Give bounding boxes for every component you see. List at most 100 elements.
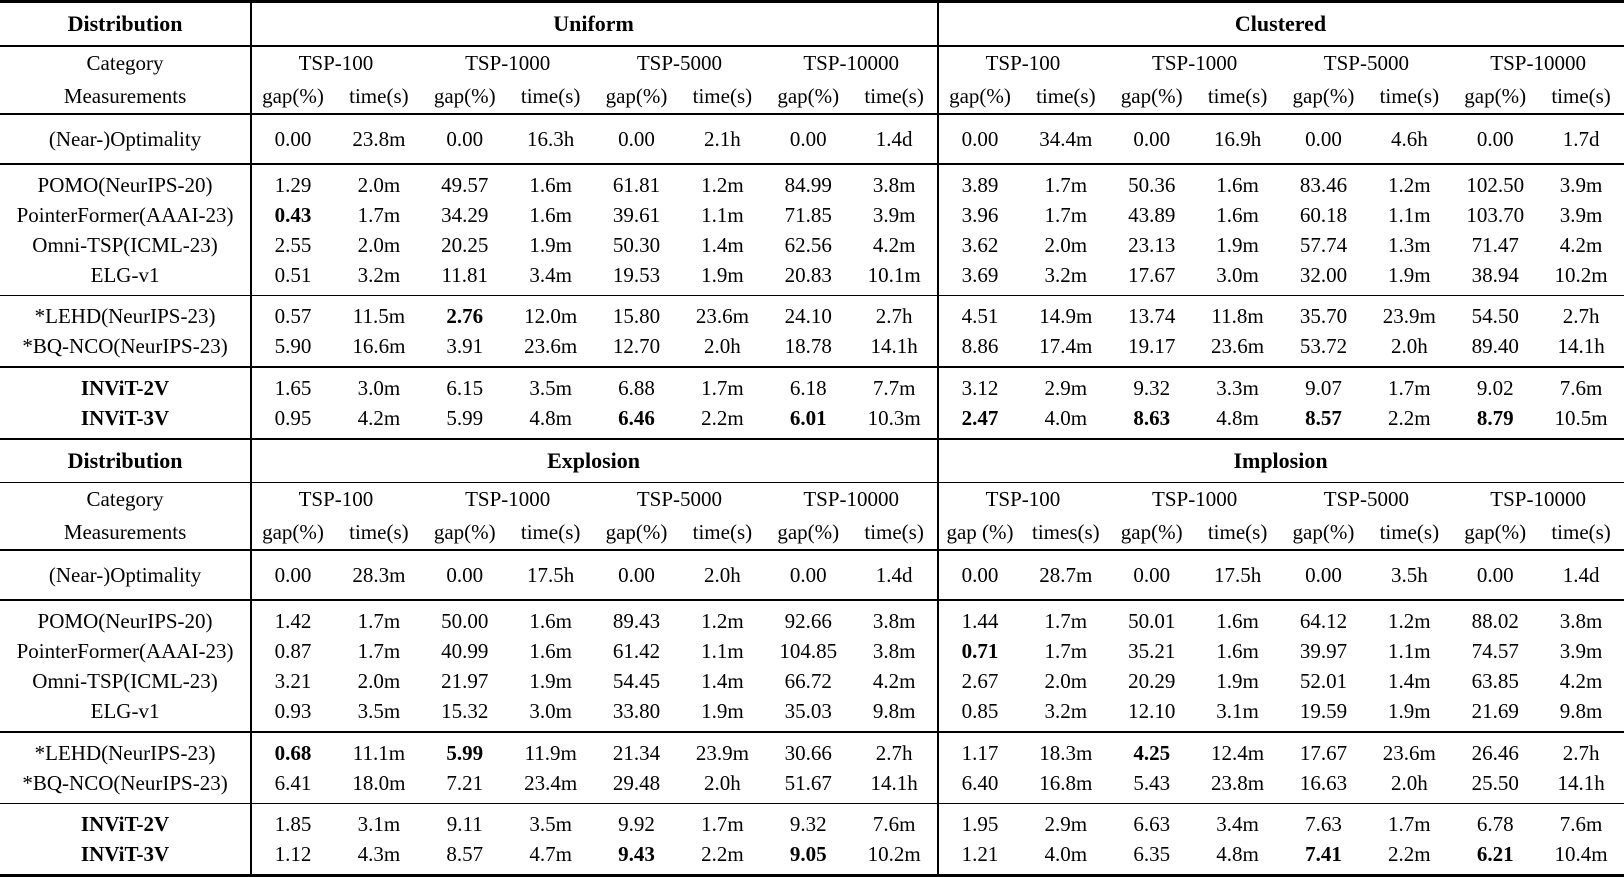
value-cell: 9.11 bbox=[446, 812, 483, 836]
method-label: *BQ-NCO(NeurIPS-23) bbox=[22, 334, 228, 358]
measurement-subheader: time(s) bbox=[520, 83, 581, 108]
optimality-value: 0.00 bbox=[446, 126, 484, 151]
problem-size-header: TSP-10000 bbox=[803, 487, 900, 511]
value-cell: 2.0m bbox=[357, 669, 401, 693]
optimality-value: 0.00 bbox=[1305, 126, 1342, 151]
value-cell: 4.2m bbox=[872, 669, 916, 693]
table-rule bbox=[0, 731, 1624, 733]
value-cell: 3.8m bbox=[872, 639, 916, 663]
value-cell: 5.90 bbox=[274, 334, 312, 358]
value-cell: 9.07 bbox=[1305, 375, 1342, 400]
measurement-subheader: gap(%) bbox=[1292, 520, 1355, 544]
value-cell: 5.43 bbox=[1133, 770, 1171, 795]
optimality-value: 1.4d bbox=[875, 563, 913, 587]
value-cell: 2.0h bbox=[703, 770, 741, 795]
optimality-value: 1.4d bbox=[875, 126, 913, 151]
measurements-header-row: Category Measurements TSP-100 TSP-1000 TSP-5… bbox=[0, 483, 1624, 549]
value-cell: 1.7m bbox=[1388, 375, 1431, 400]
value-cell: 3.62 bbox=[961, 232, 999, 257]
optimality-value: 0.00 bbox=[961, 563, 999, 587]
method-row: INViT-2V 1.85 3.1m 9.11 3.5m 9.92 1.7m 9.32 7.6m… bbox=[0, 809, 1624, 839]
table-rule bbox=[0, 549, 1624, 551]
value-cell: 23.8m bbox=[1211, 770, 1265, 795]
method-row: INViT-3V 0.95 4.2m 5.99 4.8m 6.46 2.2m 6.01 10.3… bbox=[0, 403, 1624, 433]
measurement-subheader: gap(%) bbox=[1464, 83, 1527, 108]
value-cell: 16.6m bbox=[352, 334, 406, 358]
method-row: POMO(NeurIPS-20) 1.29 2.0m 49.57 1.6m 61.81 1.… bbox=[0, 170, 1624, 200]
value-cell: 23.6m bbox=[524, 334, 578, 358]
value-cell: 1.6m bbox=[1216, 172, 1259, 197]
method-label: INViT-3V bbox=[80, 405, 170, 430]
value-cell: 1.6m bbox=[1216, 639, 1259, 663]
problem-size-header: TSP-1000 bbox=[1152, 50, 1238, 75]
value-cell: 54.50 bbox=[1471, 304, 1519, 328]
problem-size-header: TSP-5000 bbox=[636, 50, 723, 75]
value-cell: 21.69 bbox=[1471, 699, 1519, 723]
value-cell: 1.1m bbox=[1388, 202, 1431, 227]
value-cell: 8.57 bbox=[1305, 405, 1342, 430]
optimality-value: 16.9h bbox=[1213, 126, 1262, 151]
optimality-value: 1.7d bbox=[1562, 126, 1600, 151]
optimality-value: 0.00 bbox=[274, 126, 312, 151]
value-cell: 0.87 bbox=[274, 639, 312, 663]
value-cell: 1.7m bbox=[701, 812, 744, 836]
value-cell: 40.99 bbox=[441, 639, 489, 663]
optimality-value: 0.00 bbox=[789, 563, 827, 587]
optimality-value: 4.6h bbox=[1390, 126, 1428, 151]
value-cell: 9.02 bbox=[1476, 375, 1514, 400]
value-cell: 1.2m bbox=[1388, 609, 1431, 633]
method-row: *BQ-NCO(NeurIPS-23) 5.90 16.6m 3.91 23.6m 12.… bbox=[0, 331, 1624, 361]
value-cell: 23.13 bbox=[1128, 232, 1176, 257]
table-rule bbox=[0, 874, 1624, 877]
value-cell: 3.2m bbox=[1044, 262, 1088, 287]
value-cell: 1.7m bbox=[357, 639, 401, 663]
value-cell: 3.4m bbox=[529, 262, 572, 287]
value-cell: 2.0m bbox=[357, 232, 401, 257]
optimality-label: (Near-)Optimality bbox=[48, 126, 202, 151]
value-cell: 1.4m bbox=[701, 232, 744, 257]
measurement-subheader: gap(%) bbox=[1120, 83, 1183, 108]
value-cell: 1.44 bbox=[961, 609, 999, 633]
value-cell: 0.68 bbox=[274, 740, 312, 765]
optimality-value: 0.00 bbox=[1133, 126, 1171, 151]
value-cell: 3.12 bbox=[961, 375, 999, 400]
value-cell: 1.4m bbox=[1388, 669, 1431, 693]
method-row: ELG-v1 0.51 3.2m 11.81 3.4m 19.53 1.9m 20.83 10.… bbox=[0, 260, 1624, 290]
value-cell: 6.40 bbox=[961, 770, 999, 795]
value-cell: 18.0m bbox=[352, 770, 406, 795]
value-cell: 20.29 bbox=[1128, 669, 1176, 693]
value-cell: 19.17 bbox=[1128, 334, 1176, 358]
value-cell: 14.1h bbox=[1557, 334, 1605, 358]
value-cell: 4.0m bbox=[1044, 405, 1088, 430]
measurement-subheader: time(s) bbox=[864, 83, 924, 108]
value-cell: 9.05 bbox=[789, 842, 827, 866]
value-cell: 3.3m bbox=[1216, 375, 1259, 400]
value-cell: 51.67 bbox=[784, 770, 832, 795]
optimality-label: (Near-)Optimality bbox=[48, 563, 202, 587]
value-cell: 8.57 bbox=[446, 842, 484, 866]
measurement-subheader: time(s) bbox=[349, 83, 409, 108]
value-cell: 23.6m bbox=[695, 304, 749, 328]
measurement-subheader: time(s) bbox=[1207, 83, 1268, 108]
value-cell: 13.74 bbox=[1128, 304, 1176, 328]
value-cell: 92.66 bbox=[784, 609, 832, 633]
value-cell: 1.6m bbox=[529, 639, 572, 663]
distribution-section-title: Uniform bbox=[553, 11, 634, 36]
optimality-value: 0.00 bbox=[1305, 563, 1342, 587]
problem-size-header: TSP-1000 bbox=[465, 50, 551, 75]
value-cell: 3.9m bbox=[872, 202, 916, 227]
value-cell: 3.9m bbox=[1559, 172, 1603, 197]
value-cell: 10.3m bbox=[867, 405, 921, 430]
value-cell: 0.93 bbox=[274, 699, 312, 723]
table-rule bbox=[0, 481, 1624, 483]
value-cell: 2.9m bbox=[1044, 812, 1088, 836]
value-cell: 1.9m bbox=[1216, 232, 1259, 257]
value-cell: 4.7m bbox=[529, 842, 572, 866]
value-cell: 1.7m bbox=[357, 202, 401, 227]
distribution-header-row: Distribution Explosion Implosion bbox=[0, 440, 1624, 482]
measurement-subheader: gap(%) bbox=[1464, 520, 1527, 544]
measurement-subheader: gap(%) bbox=[1120, 520, 1183, 544]
value-cell: 10.2m bbox=[1554, 262, 1608, 287]
value-cell: 49.57 bbox=[441, 172, 489, 197]
value-cell: 17.67 bbox=[1128, 262, 1176, 287]
